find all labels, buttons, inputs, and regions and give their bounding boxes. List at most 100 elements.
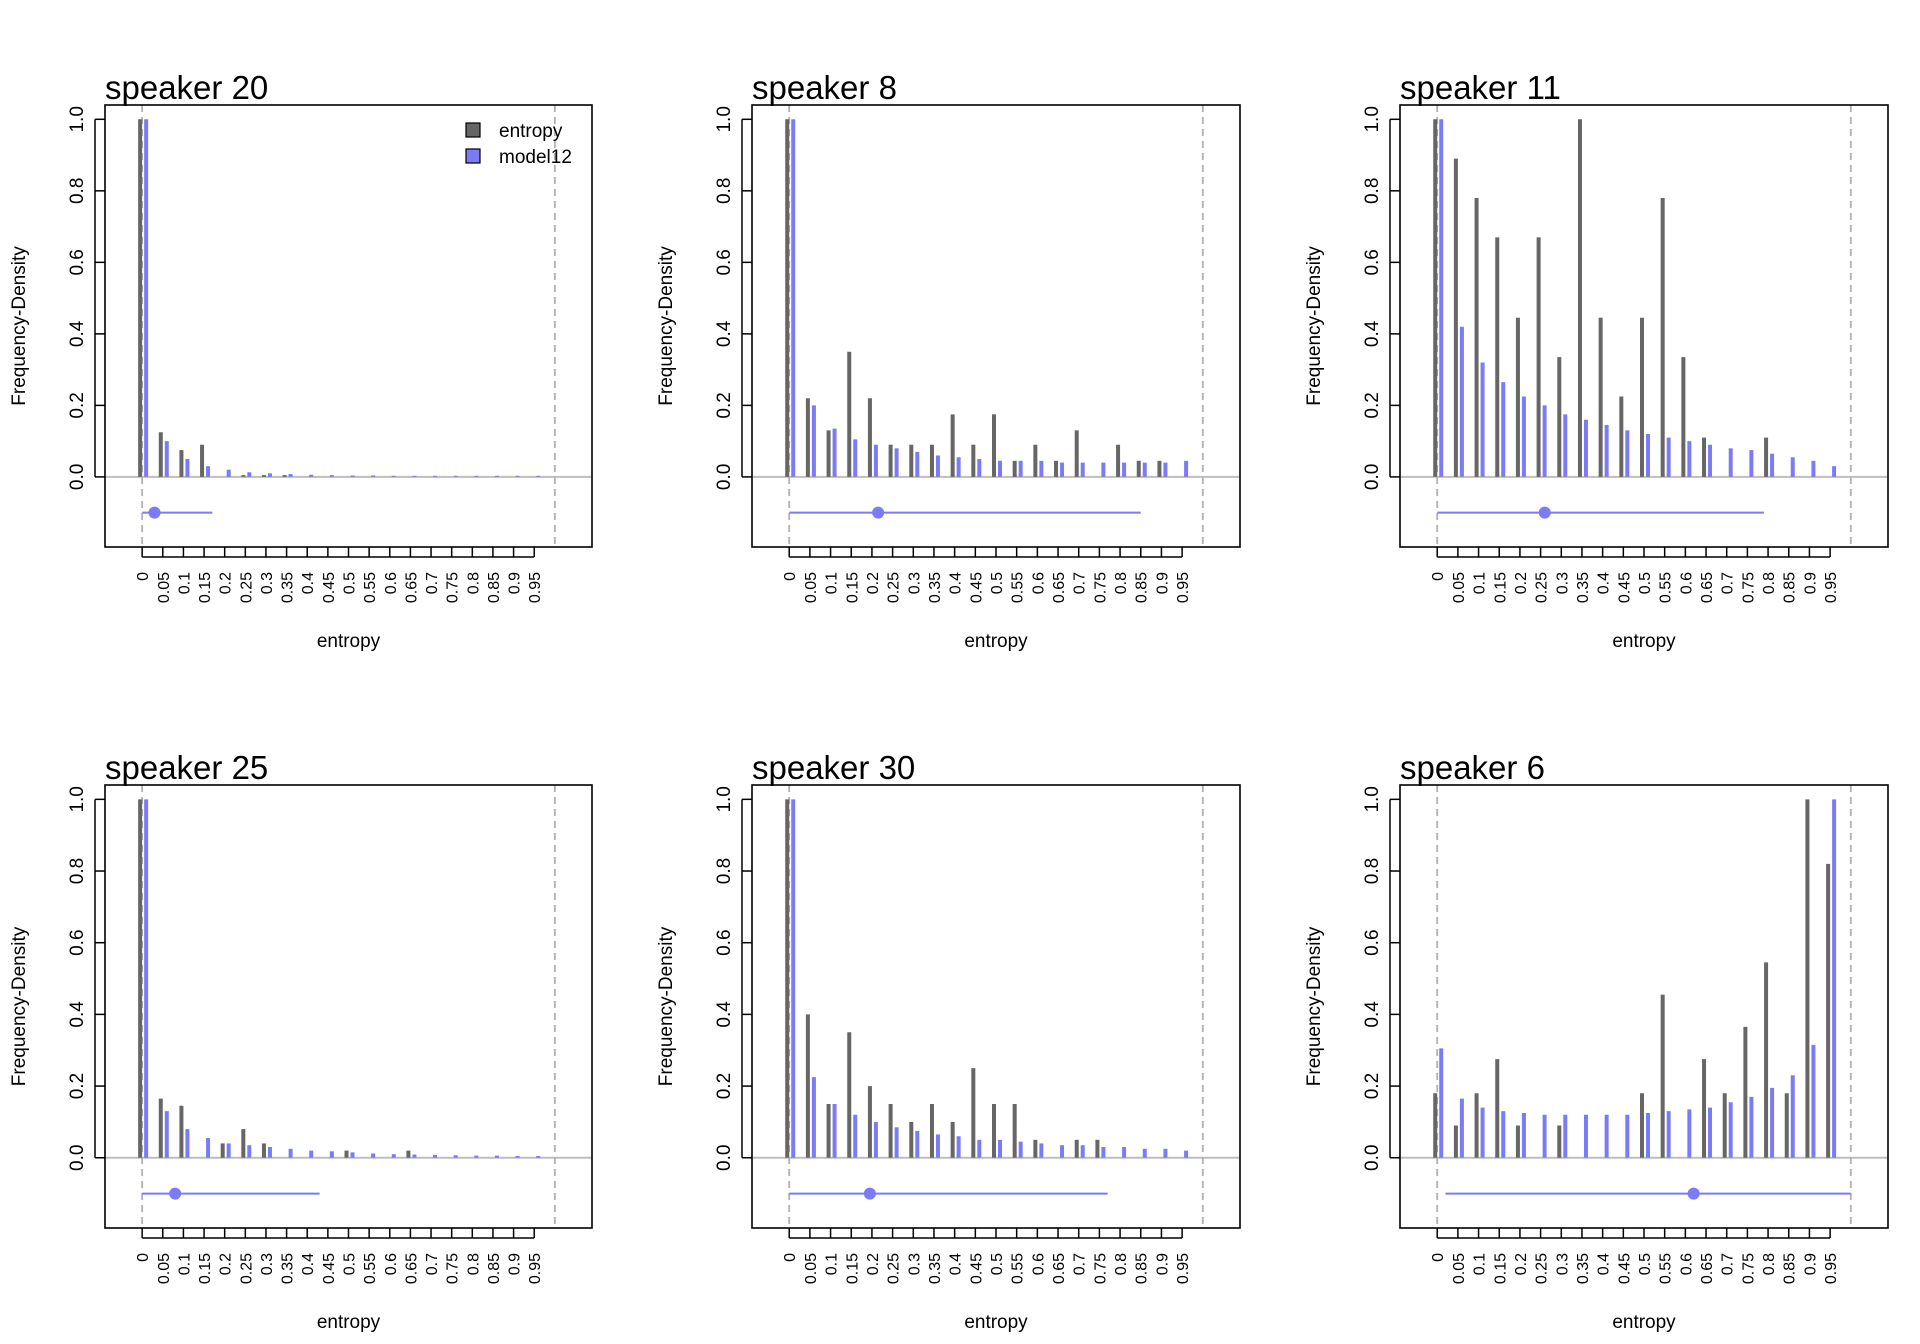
- x-tick-label: 0.45: [321, 572, 338, 603]
- x-tick-label: 0.1: [824, 1253, 841, 1275]
- x-tick-label: 0.2: [1513, 572, 1530, 594]
- x-tick-label: 0.6: [383, 572, 400, 594]
- y-tick-label: 0.4: [1362, 1001, 1383, 1028]
- plot-frame: [751, 104, 1241, 548]
- x-tick-label: 0.45: [968, 1253, 985, 1284]
- x-tick-label: 0.55: [1010, 1253, 1027, 1284]
- y-tick-label: 0.6: [67, 249, 88, 275]
- x-tick-label: 0: [782, 1253, 799, 1262]
- y-tick-label: 0.4: [67, 1001, 88, 1028]
- x-tick-label: 0.5: [1637, 1253, 1654, 1275]
- x-tick-label: 0.6: [1030, 1253, 1047, 1275]
- x-tick-label: 0.65: [403, 572, 420, 603]
- y-tick-label: 1.0: [67, 106, 88, 132]
- x-axis-label: entropy: [964, 1312, 1028, 1333]
- y-tick-label: 0.6: [67, 929, 88, 955]
- x-tick-label: 0.5: [989, 572, 1006, 594]
- x-tick-label: 0.15: [844, 572, 861, 603]
- x-tick-label: 0.25: [238, 572, 255, 603]
- x-tick-label: 0.95: [1175, 1253, 1192, 1284]
- x-tick-label: 0.9: [1154, 1253, 1171, 1275]
- x-tick-label: 0.65: [1699, 572, 1716, 603]
- x-tick-label: 0.15: [1492, 572, 1509, 603]
- x-tick-label: 0.8: [465, 572, 482, 594]
- y-tick-label: 0.2: [67, 392, 88, 418]
- x-tick-label: 0.85: [1134, 1253, 1151, 1284]
- y-tick-label: 0.6: [1362, 249, 1383, 275]
- x-tick-label: 0.75: [1092, 1253, 1109, 1284]
- x-tick-label: 0.65: [403, 1253, 420, 1284]
- x-tick-label: 0.95: [1823, 1253, 1840, 1284]
- x-tick-label: 0.5: [342, 1253, 359, 1275]
- y-tick-label: 0.4: [67, 320, 88, 347]
- x-tick-label: 0.7: [1072, 572, 1089, 594]
- x-tick-label: 0.8: [1113, 572, 1130, 594]
- interval-point: [1538, 506, 1551, 519]
- y-axis-label: Frequency-Density: [9, 926, 30, 1086]
- x-tick-label: 0.1: [176, 1253, 193, 1275]
- x-tick-label: 0.2: [218, 572, 235, 594]
- y-tick-label: 0.0: [714, 1145, 735, 1171]
- x-tick-label: 0.2: [865, 1253, 882, 1275]
- interval-point: [169, 1187, 182, 1200]
- x-tick-label: 0.05: [803, 572, 820, 603]
- legend-label-entropy: entropy: [499, 121, 563, 142]
- y-tick-label: 0.2: [1362, 1073, 1383, 1099]
- chart-panel-4: speaker 25 0.0 0.2 0.4 0.6 0.8 1.0 0 0.05 0.1 0.15…: [9, 749, 593, 1333]
- interval-point: [148, 506, 161, 519]
- x-tick-label: 0.45: [968, 572, 985, 603]
- y-tick-label: 0.0: [714, 464, 735, 490]
- x-tick-label: 0.25: [1534, 572, 1551, 603]
- x-tick-label: 0.4: [1596, 1253, 1613, 1275]
- x-tick-label: 0.95: [527, 572, 544, 603]
- x-tick-label: 0.85: [486, 1253, 503, 1284]
- x-tick-label: 0.1: [176, 572, 193, 594]
- x-tick-label: 0.65: [1699, 1253, 1716, 1284]
- y-tick-label: 1.0: [67, 786, 88, 812]
- legend-swatch-entropy: [465, 122, 481, 138]
- x-tick-label: 0.35: [927, 572, 944, 603]
- x-tick-label: 0.3: [1554, 1253, 1571, 1275]
- y-tick-label: 1.0: [1362, 786, 1383, 812]
- x-tick-label: 0.05: [1451, 1253, 1468, 1284]
- x-tick-label: 0.25: [886, 1253, 903, 1284]
- y-axis-label: Frequency-Density: [656, 246, 677, 406]
- x-tick-label: 0.15: [197, 1253, 214, 1284]
- x-tick-label: 0.4: [948, 572, 965, 594]
- x-tick-label: 0.35: [927, 1253, 944, 1284]
- x-tick-label: 0.7: [1720, 572, 1737, 594]
- chart-panel-2: speaker 80.00.20.40.60.81.00 0.05 0.1 0.15 0…: [656, 69, 1241, 652]
- y-axis-label: Frequency-Density: [1304, 246, 1325, 406]
- x-tick-label: 0.45: [1616, 1253, 1633, 1284]
- x-axis-label: entropy: [1612, 631, 1676, 652]
- x-tick-label: 0.3: [1554, 572, 1571, 594]
- x-tick-label: 0.9: [1154, 572, 1171, 594]
- y-tick-label: 0.2: [1362, 392, 1383, 418]
- x-tick-label: 0.55: [1658, 572, 1675, 603]
- x-tick-label: 0.2: [865, 572, 882, 594]
- x-axis-label: entropy: [964, 631, 1028, 652]
- x-tick-label: 0.4: [300, 572, 317, 594]
- x-tick-label: 0.8: [1761, 1253, 1778, 1275]
- y-tick-label: 0.8: [714, 178, 735, 204]
- x-tick-label: 0.35: [1575, 572, 1592, 603]
- x-tick-label: 0.65: [1051, 1253, 1068, 1284]
- x-tick-label: 0.1: [1472, 572, 1489, 594]
- y-tick-label: 0.4: [714, 320, 735, 347]
- panel-title: speaker 8: [752, 69, 897, 106]
- y-tick-label: 0.6: [714, 929, 735, 955]
- y-tick-label: 0.0: [1362, 464, 1383, 490]
- y-tick-label: 0.2: [714, 392, 735, 418]
- x-tick-label: 0.45: [321, 1253, 338, 1284]
- plot-frame: [104, 104, 593, 548]
- x-tick-label: 0.4: [1596, 572, 1613, 594]
- y-tick-label: 0.0: [1362, 1145, 1383, 1171]
- x-tick-label: 0.15: [197, 572, 214, 603]
- x-tick-label: 0.5: [1637, 572, 1654, 594]
- x-tick-label: 0.6: [383, 1253, 400, 1275]
- x-tick-label: 0: [135, 572, 152, 581]
- x-tick-label: 0.55: [362, 1253, 379, 1284]
- x-tick-label: 0.25: [886, 572, 903, 603]
- x-tick-label: 0.85: [1782, 572, 1799, 603]
